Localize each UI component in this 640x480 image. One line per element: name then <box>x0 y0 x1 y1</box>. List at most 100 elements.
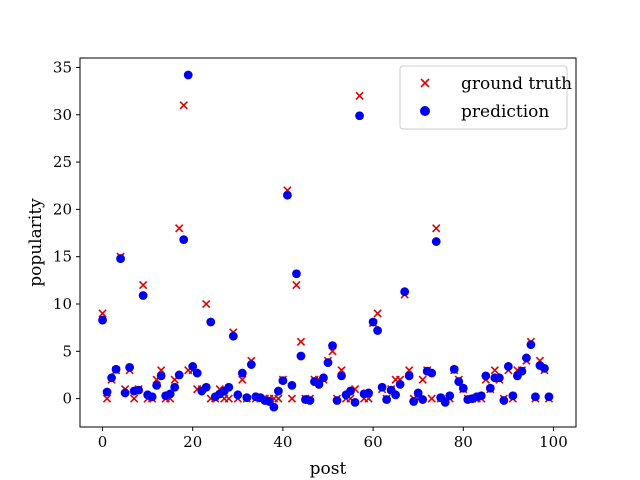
ground-truth-point <box>373 309 382 318</box>
x-tick-label: 0 <box>98 433 108 451</box>
y-tick-label: 0 <box>62 390 72 408</box>
legend-prediction-label: prediction <box>461 102 549 122</box>
y-tick-label: 20 <box>53 200 72 218</box>
prediction-point <box>526 340 536 350</box>
legend-prediction-marker <box>420 106 430 116</box>
prediction-point <box>364 388 373 398</box>
legend-ground-truth-label: ground truth <box>461 74 572 94</box>
prediction-point <box>540 363 549 373</box>
prediction-point <box>418 395 428 404</box>
prediction-point <box>233 390 243 400</box>
prediction-point <box>494 373 504 383</box>
prediction-point <box>170 382 180 392</box>
prediction-point <box>476 391 486 401</box>
prediction-point <box>346 386 355 396</box>
prediction-point <box>522 353 531 363</box>
y-tick-label: 10 <box>53 295 72 313</box>
prediction-point <box>179 235 189 245</box>
x-axis-title: post <box>310 459 347 479</box>
prediction-point <box>391 390 401 400</box>
ground-truth-point <box>296 337 306 347</box>
ground-truth-point <box>202 299 211 309</box>
prediction-point <box>206 317 216 327</box>
prediction-point <box>531 392 540 402</box>
prediction-point <box>228 331 238 341</box>
prediction-point <box>246 360 256 369</box>
prediction-point <box>111 364 121 374</box>
ground-truth-point <box>98 309 107 318</box>
prediction-point <box>332 396 342 405</box>
y-tick-label: 30 <box>53 106 72 124</box>
prediction-point <box>328 341 337 351</box>
ground-truth-point <box>224 394 233 403</box>
prediction-point <box>292 269 301 279</box>
prediction-point <box>400 287 410 297</box>
prediction-point <box>350 398 360 407</box>
ground-truth-point <box>287 394 297 403</box>
prediction-point <box>156 371 166 381</box>
y-axis: 0 5 10 15 20 25 30 35 <box>53 58 80 408</box>
prediction-point <box>413 388 423 398</box>
ground-truth-point <box>179 101 188 110</box>
ground-truth-point <box>420 78 430 88</box>
prediction-point <box>269 402 279 412</box>
prediction-point <box>337 371 346 381</box>
x-tick-label: 20 <box>183 433 202 451</box>
prediction-point <box>454 377 464 386</box>
prediction-point <box>431 237 441 246</box>
prediction-point <box>201 382 211 392</box>
prediction-point <box>183 70 193 80</box>
prediction-point <box>274 386 283 396</box>
prediction-point <box>508 391 518 401</box>
y-tick-label: 5 <box>62 342 72 360</box>
x-tick-label: 40 <box>273 433 292 451</box>
ground-truth-point <box>238 375 247 384</box>
ground-truth-point <box>432 224 441 233</box>
prediction-point <box>120 388 130 398</box>
prediction-point <box>445 391 455 401</box>
prediction-point <box>409 397 419 406</box>
plot-area-frame <box>79 57 577 428</box>
prediction-point <box>283 190 292 200</box>
y-tick-label: 25 <box>53 153 72 171</box>
prediction-point <box>440 398 450 407</box>
legend-box <box>399 65 568 130</box>
prediction-point <box>147 392 157 402</box>
prediction-point <box>382 395 392 404</box>
prediction-point <box>242 393 252 403</box>
ground-truth-point <box>102 394 112 403</box>
prediction-point <box>125 362 134 372</box>
prediction-point <box>305 396 315 405</box>
ground-truth-point <box>292 280 301 290</box>
prediction-point <box>517 366 527 376</box>
prediction-point <box>98 315 107 325</box>
prediction-point <box>449 364 459 374</box>
legend-ground-truth-marker <box>420 78 430 88</box>
prediction-point <box>116 254 125 263</box>
prediction-point <box>192 368 202 378</box>
prediction-point <box>224 382 234 392</box>
legend: ground truth prediction <box>399 65 572 130</box>
ground-truth-point <box>355 91 364 101</box>
prediction-point <box>188 362 198 371</box>
prediction-point <box>499 396 509 405</box>
prediction-point <box>355 111 364 121</box>
prediction-point <box>174 370 184 380</box>
prediction-point <box>458 383 468 393</box>
prediction-point <box>404 371 414 381</box>
prediction-point <box>152 380 162 390</box>
ground-truth-series <box>98 91 554 403</box>
prediction-point <box>278 376 288 386</box>
x-axis: 0 20 40 60 80 100 <box>98 427 568 451</box>
ground-truth-point <box>138 280 148 290</box>
ground-truth-point <box>129 394 139 403</box>
ground-truth-point <box>490 366 500 375</box>
prediction-point <box>165 389 175 399</box>
ground-truth-point <box>175 224 184 233</box>
prediction-point <box>323 358 333 368</box>
prediction-point <box>373 326 382 335</box>
prediction-series <box>98 70 554 412</box>
x-tick-label: 60 <box>364 433 383 451</box>
prediction-point <box>368 317 378 327</box>
prediction-point <box>138 291 148 300</box>
